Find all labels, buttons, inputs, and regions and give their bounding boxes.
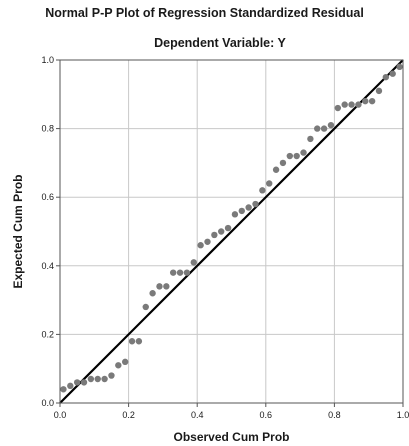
x-tick-label: 0.0 (54, 410, 67, 420)
reference-diagonal-line (59, 59, 404, 404)
data-point (121, 358, 129, 366)
data-point (204, 238, 211, 245)
chart-title: Normal P-P Plot of Regression Standardiz… (45, 6, 364, 20)
data-point (396, 63, 403, 71)
data-point (355, 101, 362, 108)
data-point (211, 231, 218, 239)
data-point (334, 104, 342, 112)
data-point (190, 259, 197, 266)
data-point (67, 382, 74, 390)
y-axis-label: Expected Cum Prob (11, 174, 25, 288)
y-tick-label: 0.6 (41, 192, 54, 202)
x-tick-label: 0.2 (122, 410, 135, 420)
data-point (238, 207, 245, 215)
chart-subtitle: Dependent Variable: Y (154, 36, 286, 50)
data-point (176, 269, 184, 276)
data-point (142, 303, 149, 311)
data-point (300, 149, 307, 156)
data-point (327, 121, 335, 129)
data-point (128, 338, 136, 345)
data-point (101, 375, 108, 383)
data-point (245, 204, 252, 211)
data-point (163, 283, 170, 290)
data-point (320, 125, 328, 132)
y-tick-label: 0.8 (41, 124, 54, 134)
x-tick-label: 1.0 (397, 410, 409, 420)
plot-frame (59, 59, 404, 404)
data-point (362, 97, 369, 105)
data-point (341, 101, 348, 108)
data-point (231, 211, 239, 218)
data-point (94, 375, 101, 383)
x-axis-label: Observed Cum Prob (173, 430, 289, 444)
data-point (382, 73, 390, 81)
x-tick-label: 0.8 (328, 410, 341, 420)
y-tick-label: 0.0 (41, 398, 54, 408)
data-point (368, 97, 376, 105)
y-tick-label: 0.2 (41, 329, 54, 339)
data-point (307, 135, 314, 143)
data-point (197, 242, 204, 249)
data-point (60, 386, 67, 393)
data-point (156, 283, 163, 290)
x-axis-ticks: 0.0 0.2 0.4 0.6 0.8 1.0 (54, 403, 409, 420)
data-point (218, 228, 225, 235)
data-points (60, 63, 403, 393)
x-tick-label: 0.6 (260, 410, 273, 420)
y-axis-ticks: 0.0 0.2 0.4 0.6 0.8 1.0 (41, 55, 60, 408)
data-point (266, 180, 273, 187)
data-point (286, 152, 294, 160)
data-point (108, 372, 115, 379)
y-tick-label: 0.4 (41, 261, 54, 271)
x-tick-label: 0.4 (191, 410, 204, 420)
data-point (348, 101, 355, 108)
data-point (115, 362, 122, 369)
data-point (87, 375, 95, 383)
data-point (314, 125, 321, 132)
data-point (73, 379, 81, 386)
data-point (259, 187, 266, 194)
data-point (272, 166, 280, 173)
y-tick-label: 1.0 (41, 55, 54, 65)
data-point (389, 70, 396, 77)
data-point (149, 290, 156, 297)
data-point (183, 269, 191, 276)
data-point (224, 224, 232, 232)
data-point (375, 87, 383, 95)
data-point (135, 338, 143, 345)
grid-lines (60, 60, 403, 403)
data-point (169, 269, 177, 276)
data-point (279, 159, 287, 167)
data-point (252, 200, 259, 208)
data-point (293, 152, 300, 160)
data-point (80, 379, 88, 386)
